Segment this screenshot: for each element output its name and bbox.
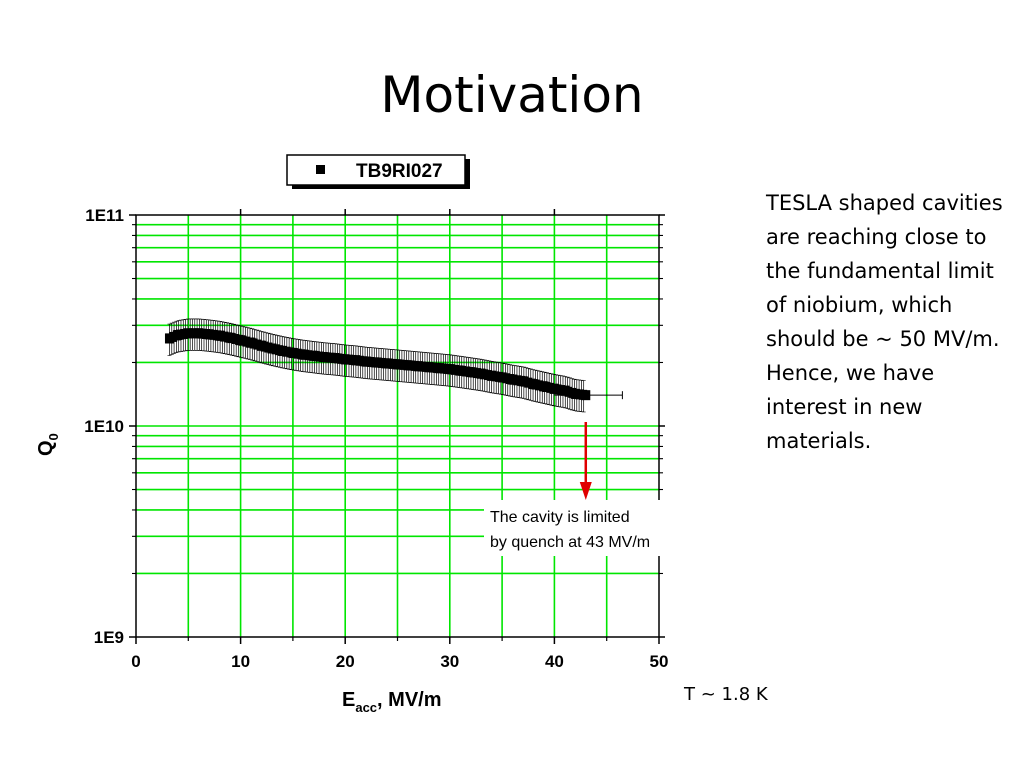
data-point [267, 343, 277, 354]
y-tick-label: 1E9 [94, 628, 124, 647]
data-point [277, 345, 287, 356]
data-point [455, 365, 465, 376]
data-point [549, 383, 559, 394]
y-axis-title: Q0 [35, 433, 61, 456]
data-point [445, 364, 455, 375]
x-axis-title: Eacc, MV/m [342, 689, 442, 715]
data-point [413, 361, 423, 372]
data-point [424, 362, 434, 373]
x-tick-label: 20 [336, 652, 355, 671]
annotation-line-2: by quench at 43 MV/m [490, 534, 650, 551]
data-point [393, 359, 402, 370]
annotation-box [484, 500, 694, 556]
data-point [497, 372, 507, 383]
data-point [372, 357, 382, 368]
x-tick-label: 10 [231, 652, 250, 671]
data-point [257, 340, 267, 351]
data-point [236, 335, 246, 346]
data-point [508, 374, 518, 385]
data-point [340, 354, 350, 365]
data-point [560, 385, 570, 396]
grid-lines [136, 215, 659, 637]
quench-arrow-head [579, 482, 592, 500]
data-point [539, 381, 549, 392]
y-tick-label: 1E11 [85, 206, 124, 225]
data-point [173, 329, 183, 340]
x-tick-label: 30 [440, 652, 459, 671]
data-point [528, 379, 538, 390]
axis-ticks: 0 10 20 30 40 50 1E9 1E10 1E11 [84, 206, 668, 671]
x-tick-label: 50 [650, 652, 669, 671]
data-point [570, 388, 580, 399]
temperature-note: T ~ 1.8 K [684, 684, 768, 705]
data-point [351, 355, 361, 366]
data-point [330, 353, 340, 364]
data-series-tb9ri027 [164, 318, 623, 413]
legend-marker [316, 165, 325, 174]
data-point [319, 352, 329, 363]
x-tick-label: 0 [131, 652, 140, 671]
data-point [215, 330, 225, 341]
slide-title: Motivation [380, 66, 644, 124]
data-point [361, 356, 371, 367]
data-point [309, 350, 319, 361]
data-point [476, 368, 486, 379]
side-note: TESLA shaped cavities are reaching close… [766, 191, 1003, 453]
y-tick-label: 1E10 [84, 417, 124, 436]
data-point [487, 370, 497, 381]
data-point [581, 390, 591, 401]
data-point [434, 363, 444, 374]
data-point [288, 347, 298, 358]
data-point [518, 376, 528, 387]
data-point [204, 329, 214, 340]
annotation-line-1: The cavity is limited [490, 509, 630, 526]
data-point [194, 328, 204, 339]
data-point [403, 360, 413, 371]
data-point [183, 328, 193, 339]
data-point [164, 333, 174, 344]
data-point [466, 367, 476, 378]
data-point [225, 332, 235, 343]
x-tick-label: 40 [545, 652, 564, 671]
legend: TB9RI027 [286, 154, 470, 189]
data-point [382, 358, 392, 369]
data-point [298, 349, 308, 360]
quench-annotation: The cavity is limited by quench at 43 MV… [484, 422, 694, 556]
data-point [246, 337, 256, 348]
legend-label: TB9RI027 [356, 161, 443, 182]
